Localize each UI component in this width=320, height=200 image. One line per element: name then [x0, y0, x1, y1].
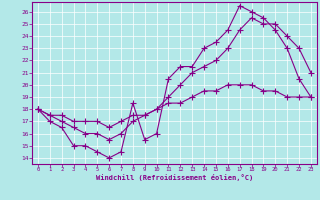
X-axis label: Windchill (Refroidissement éolien,°C): Windchill (Refroidissement éolien,°C): [96, 174, 253, 181]
